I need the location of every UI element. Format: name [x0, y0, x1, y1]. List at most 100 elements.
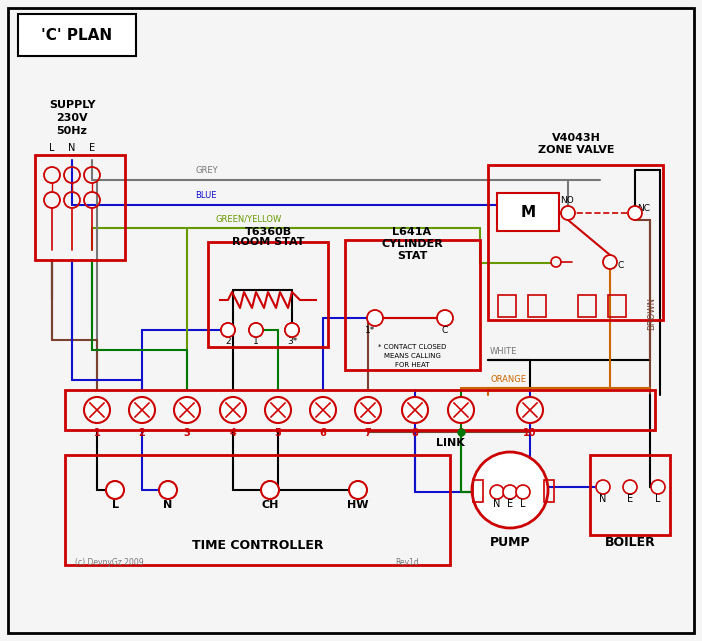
- Text: ZONE VALVE: ZONE VALVE: [538, 145, 614, 155]
- Circle shape: [516, 485, 530, 499]
- Circle shape: [285, 323, 299, 337]
- Text: (c) DevnyGz 2009: (c) DevnyGz 2009: [75, 558, 144, 567]
- Text: 50Hz: 50Hz: [57, 126, 88, 136]
- Circle shape: [561, 206, 575, 220]
- Text: NO: NO: [560, 196, 574, 205]
- Circle shape: [249, 323, 263, 337]
- Text: Rev1d: Rev1d: [395, 558, 419, 567]
- Bar: [528, 295, 546, 317]
- Text: BOILER: BOILER: [604, 537, 656, 549]
- Circle shape: [106, 481, 124, 499]
- Circle shape: [159, 481, 177, 499]
- Text: 1: 1: [93, 428, 100, 438]
- Text: 2: 2: [138, 428, 145, 438]
- Text: L: L: [520, 499, 526, 509]
- Text: STAT: STAT: [397, 251, 428, 261]
- Text: GREEN/YELLOW: GREEN/YELLOW: [215, 214, 282, 223]
- Text: NC: NC: [637, 203, 650, 213]
- Bar: [65, 390, 655, 430]
- Text: 1*: 1*: [365, 326, 375, 335]
- Text: 1: 1: [253, 337, 259, 345]
- Text: N: N: [164, 500, 173, 510]
- Circle shape: [596, 480, 610, 494]
- Circle shape: [437, 310, 453, 326]
- Text: CH: CH: [261, 500, 279, 510]
- Text: 6: 6: [319, 428, 326, 438]
- Text: C: C: [442, 326, 448, 335]
- Text: L641A: L641A: [392, 227, 432, 237]
- Text: T6360B: T6360B: [244, 227, 291, 237]
- Circle shape: [355, 397, 381, 423]
- Text: 3*: 3*: [287, 337, 297, 345]
- Text: E: E: [507, 499, 513, 509]
- Circle shape: [310, 397, 336, 423]
- Text: N: N: [494, 499, 501, 509]
- Text: 8: 8: [411, 428, 418, 438]
- Bar: [498, 295, 516, 317]
- Circle shape: [265, 397, 291, 423]
- Text: M: M: [520, 204, 536, 219]
- Text: 9: 9: [458, 428, 465, 438]
- Circle shape: [623, 480, 637, 494]
- Text: E: E: [89, 143, 95, 153]
- Bar: [345, 240, 480, 370]
- Text: FOR HEAT: FOR HEAT: [395, 362, 429, 368]
- Circle shape: [517, 397, 543, 423]
- Text: 3: 3: [184, 428, 190, 438]
- Text: BLUE: BLUE: [195, 191, 216, 200]
- Circle shape: [367, 310, 383, 326]
- Text: MEANS CALLING: MEANS CALLING: [383, 353, 440, 359]
- Circle shape: [84, 397, 110, 423]
- Circle shape: [174, 397, 200, 423]
- Bar: [35, 155, 125, 260]
- Text: BROWN: BROWN: [647, 297, 656, 330]
- Circle shape: [651, 480, 665, 494]
- Circle shape: [349, 481, 367, 499]
- Text: WHITE: WHITE: [490, 347, 517, 356]
- Text: N: N: [68, 143, 76, 153]
- Circle shape: [472, 452, 548, 528]
- Text: 4: 4: [230, 428, 237, 438]
- Bar: [497, 193, 559, 231]
- Bar: [65, 455, 450, 565]
- Text: TIME CONTROLLER: TIME CONTROLLER: [192, 539, 324, 552]
- Circle shape: [628, 206, 642, 220]
- Text: L: L: [655, 494, 661, 504]
- Text: 'C' PLAN: 'C' PLAN: [41, 28, 112, 42]
- Circle shape: [503, 485, 517, 499]
- Text: 2: 2: [225, 337, 231, 345]
- Text: V4043H: V4043H: [552, 133, 600, 143]
- Circle shape: [285, 323, 299, 337]
- Circle shape: [261, 481, 279, 499]
- Text: PUMP: PUMP: [490, 537, 530, 549]
- Circle shape: [603, 255, 617, 269]
- Bar: [544, 480, 554, 502]
- Circle shape: [129, 397, 155, 423]
- Text: SUPPLY: SUPPLY: [48, 100, 95, 110]
- Text: 230V: 230V: [56, 113, 88, 123]
- Bar: [590, 455, 670, 535]
- Text: 10: 10: [523, 428, 537, 438]
- Text: 7: 7: [364, 428, 371, 438]
- Text: * CONTACT CLOSED: * CONTACT CLOSED: [378, 344, 446, 350]
- Bar: [18, 14, 136, 56]
- Circle shape: [221, 323, 235, 337]
- Text: L: L: [49, 143, 55, 153]
- Text: LINK: LINK: [436, 438, 465, 448]
- Text: C: C: [617, 260, 623, 269]
- Bar: [208, 242, 328, 347]
- Text: GREY: GREY: [195, 166, 218, 175]
- Bar: [473, 480, 483, 502]
- Bar: [608, 295, 626, 317]
- Text: ORANGE: ORANGE: [490, 375, 526, 384]
- Text: N: N: [600, 494, 607, 504]
- Bar: [488, 165, 663, 320]
- Text: HW: HW: [347, 500, 369, 510]
- Text: ROOM STAT: ROOM STAT: [232, 237, 304, 247]
- Circle shape: [448, 397, 474, 423]
- Text: E: E: [627, 494, 633, 504]
- Text: CYLINDER: CYLINDER: [381, 239, 443, 249]
- Text: L: L: [112, 500, 119, 510]
- Circle shape: [402, 397, 428, 423]
- Circle shape: [490, 485, 504, 499]
